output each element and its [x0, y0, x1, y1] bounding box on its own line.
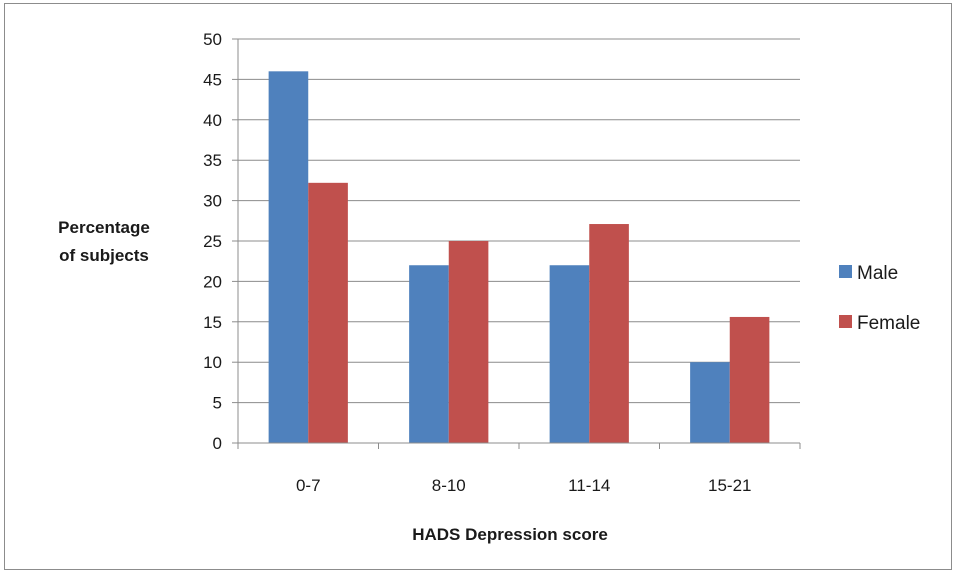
bar-female-0-7 — [308, 182, 348, 443]
y-tick-label-20: 20 — [203, 272, 222, 291]
x-tick-label-15-21: 15-21 — [708, 476, 751, 495]
bar-male-8-10 — [409, 265, 449, 443]
bar-female-8-10 — [448, 241, 489, 443]
y-axis-title-line-2: of subjects — [59, 246, 149, 265]
x-tick-label-11-14: 11-14 — [568, 476, 610, 495]
bars — [268, 71, 770, 443]
y-tick-label-40: 40 — [203, 111, 222, 130]
x-tick-label-8-10: 8-10 — [432, 476, 466, 495]
y-tick-label-5: 5 — [213, 394, 222, 413]
bar-female-15-21 — [729, 316, 770, 443]
axes — [232, 38, 801, 449]
y-axis-title-line-1: Percentage — [58, 218, 150, 237]
y-tick-label-45: 45 — [203, 70, 222, 89]
legend-label-female: Female — [857, 313, 920, 334]
bar-female-11-14 — [589, 224, 629, 443]
legend-swatch-male — [839, 265, 852, 278]
x-tick-labels: 0-7 8-10 11-14 15-21 — [296, 476, 752, 495]
y-tick-labels: 0 5 10 15 20 25 30 35 40 45 50 — [203, 30, 222, 453]
bar-male-15-21 — [690, 362, 730, 443]
y-tick-label-10: 10 — [203, 353, 222, 372]
x-axis-title: HADS Depression score — [412, 525, 608, 544]
legend-swatch-female — [839, 315, 852, 328]
legend: Male Female — [839, 263, 920, 334]
bar-male-11-14 — [549, 265, 590, 443]
y-tick-label-0: 0 — [213, 434, 222, 453]
bar-male-0-7 — [268, 71, 309, 443]
y-tick-label-30: 30 — [203, 192, 222, 211]
y-tick-label-15: 15 — [203, 313, 222, 332]
legend-label-male: Male — [857, 263, 898, 284]
y-tick-label-35: 35 — [203, 151, 222, 170]
y-tick-label-25: 25 — [203, 232, 222, 251]
y-tick-label-50: 50 — [203, 30, 222, 49]
x-tick-label-0-7: 0-7 — [296, 476, 321, 495]
